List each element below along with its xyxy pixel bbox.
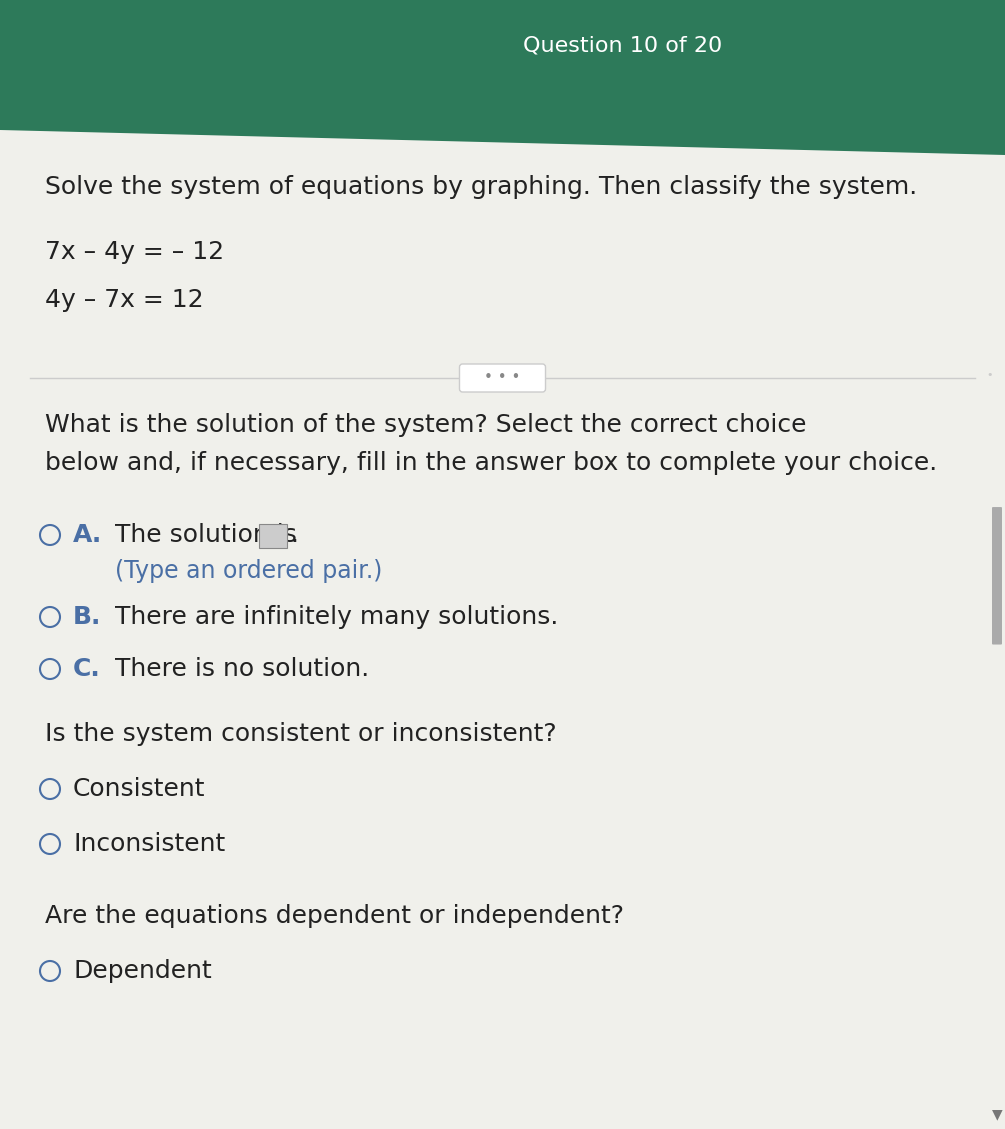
Text: below and, if necessary, fill in the answer box to complete your choice.: below and, if necessary, fill in the ans… xyxy=(45,450,938,475)
Text: (Type an ordered pair.): (Type an ordered pair.) xyxy=(115,559,382,583)
Text: Is the system consistent or inconsistent?: Is the system consistent or inconsistent… xyxy=(45,723,557,746)
Text: There are infinitely many solutions.: There are infinitely many solutions. xyxy=(115,605,559,629)
Text: .: . xyxy=(290,523,298,546)
Text: Inconsistent: Inconsistent xyxy=(73,832,225,856)
Text: 4y – 7x = 12: 4y – 7x = 12 xyxy=(45,288,204,312)
Text: Dependent: Dependent xyxy=(73,959,212,983)
Text: Consistent: Consistent xyxy=(73,777,205,800)
Text: B.: B. xyxy=(73,605,102,629)
FancyBboxPatch shape xyxy=(459,364,546,392)
FancyBboxPatch shape xyxy=(992,507,1002,645)
Text: •: • xyxy=(987,370,993,380)
Text: C.: C. xyxy=(73,657,100,681)
Text: A.: A. xyxy=(73,523,103,546)
Text: 7x – 4y = – 12: 7x – 4y = – 12 xyxy=(45,240,224,264)
Text: • • •: • • • xyxy=(484,370,521,385)
FancyBboxPatch shape xyxy=(259,524,287,548)
Text: There is no solution.: There is no solution. xyxy=(115,657,369,681)
Text: ▼: ▼ xyxy=(992,1108,1002,1121)
Polygon shape xyxy=(0,130,1005,1129)
Text: Question 10 of 20: Question 10 of 20 xyxy=(524,35,723,55)
Text: What is the solution of the system? Select the correct choice: What is the solution of the system? Sele… xyxy=(45,413,806,437)
Text: The solution is: The solution is xyxy=(115,523,296,546)
Text: Are the equations dependent or independent?: Are the equations dependent or independe… xyxy=(45,904,624,928)
Text: Solve the system of equations by graphing. Then classify the system.: Solve the system of equations by graphin… xyxy=(45,175,918,199)
